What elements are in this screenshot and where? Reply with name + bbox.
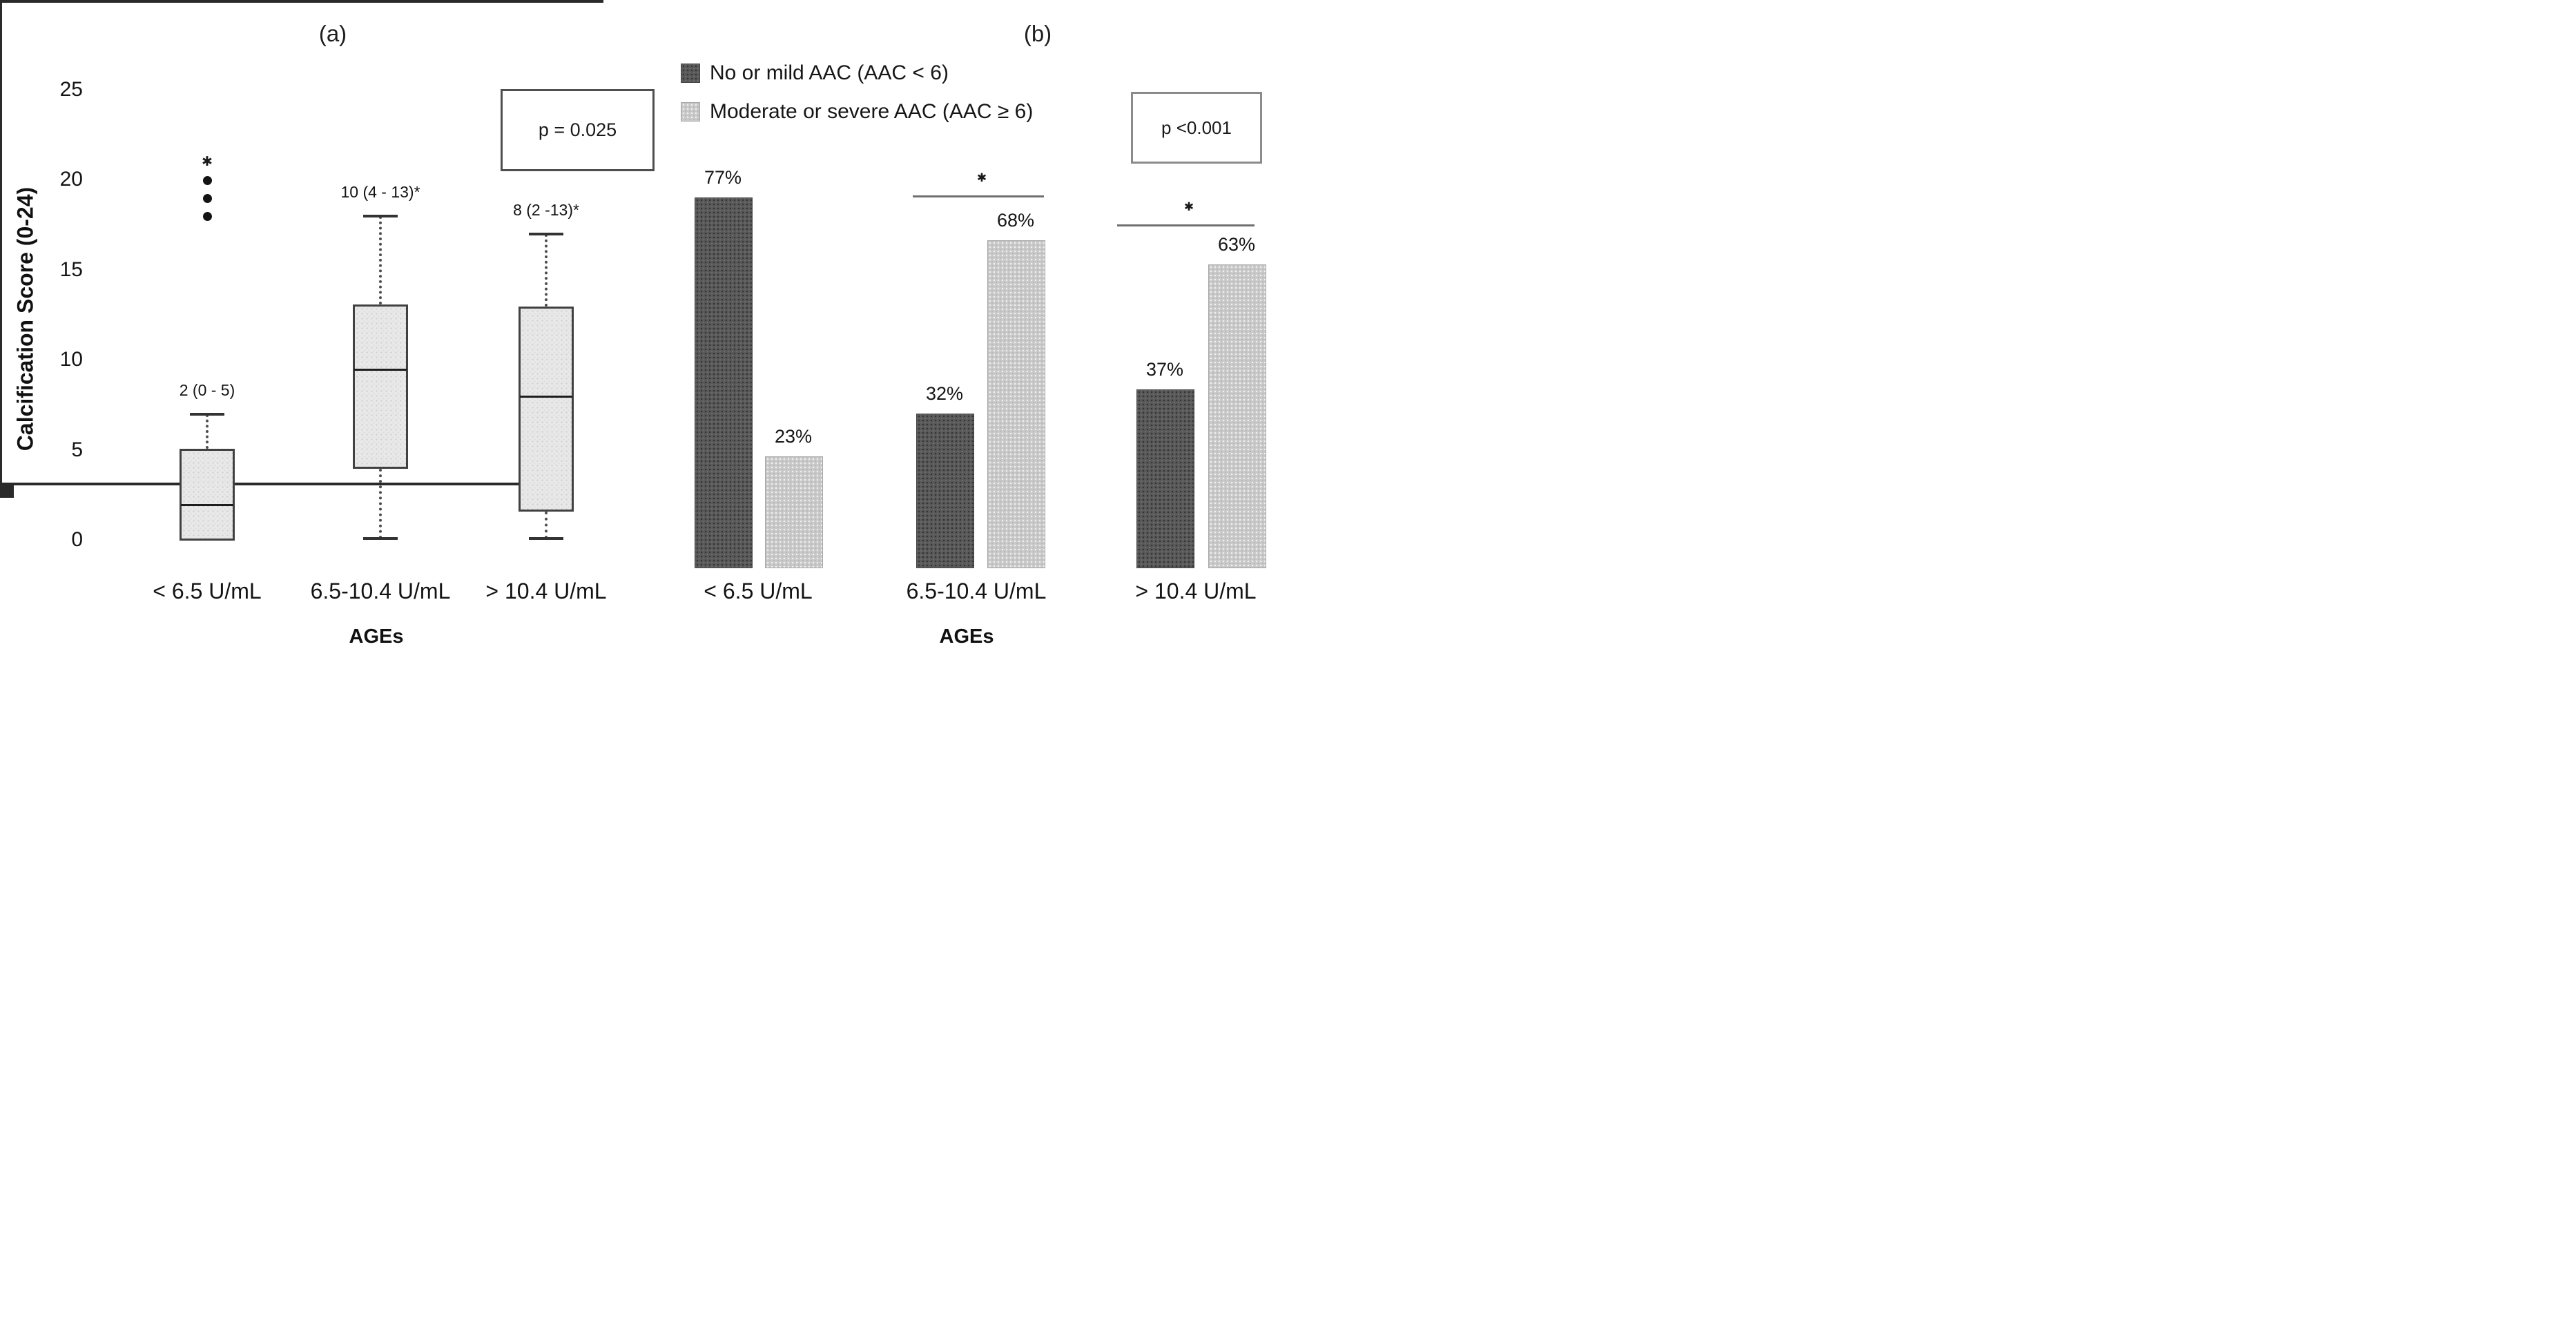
- panel-a-title: (a): [318, 21, 347, 46]
- bar-light: [765, 456, 823, 568]
- significance-line: [913, 195, 1044, 197]
- bar-value-label: 68%: [996, 210, 1035, 231]
- legend-label-moderate-or-severe: Moderate or severe AAC (AAC ≥ 6): [710, 100, 1034, 123]
- y-tick-label: 25: [59, 78, 83, 101]
- y-tick-label: 5: [71, 438, 83, 461]
- x-category-label-b: > 10.4 U/mL: [1135, 579, 1257, 603]
- iqr-box: [519, 307, 574, 512]
- significance-line: [1117, 224, 1255, 226]
- x-category-label-b: < 6.5 U/mL: [704, 579, 813, 603]
- x-axis-line-b: [0, 0, 603, 3]
- box-annotation: 8 (2 -13)*: [513, 201, 579, 219]
- y-tick-mark: [0, 494, 14, 496]
- barchart-panel-b: 77% 23% < 6.5 U/mL 32% 68% 6.5-10.4 U/mL ✱ 37% 6…: [0, 0, 1288, 664]
- p-value-a: p = 0.025: [538, 119, 617, 140]
- p-value-b: p <0.001: [1161, 117, 1232, 138]
- p-value-box-b: p <0.001: [1131, 92, 1262, 164]
- significance-star: ✱: [976, 171, 987, 184]
- bar-dark: [1136, 389, 1194, 568]
- y-tick-mark: [0, 496, 14, 498]
- bar-value-label: 77%: [704, 167, 742, 188]
- p-value-box-a: p = 0.025: [501, 89, 655, 171]
- y-tick-mark: [0, 485, 14, 487]
- upper-whisker-cap: [529, 233, 563, 235]
- figure-canvas: (a) (b) Calcification Score (0-24) p = 0…: [0, 0, 1288, 664]
- upper-whisker-cap: [363, 215, 398, 217]
- legend-swatch-light-icon: [681, 102, 700, 122]
- x-category-label-b: 6.5-10.4 U/mL: [906, 579, 1047, 603]
- box-annotation: 2 (0 - 5): [179, 381, 235, 399]
- lower-whisker-cap: [363, 537, 398, 540]
- upper-whisker-stem: [545, 234, 548, 307]
- x-category-label-a: > 10.4 U/mL: [485, 579, 607, 603]
- y-tick-mark: [0, 490, 14, 492]
- y-tick-label: 15: [59, 258, 83, 281]
- iqr-box: [353, 304, 408, 469]
- lower-whisker-stem: [545, 512, 548, 539]
- panel-b-title: (b): [1023, 21, 1052, 46]
- extreme-outlier-star-icon: ✱: [202, 155, 213, 169]
- y-axis-line: [0, 0, 2, 483]
- median-line: [181, 504, 233, 506]
- lower-whisker-stem: [379, 469, 382, 539]
- x-category-label-a: 6.5-10.4 U/mL: [310, 579, 451, 603]
- median-line: [354, 369, 407, 371]
- x-axis-title-b: AGEs: [939, 626, 994, 648]
- box-annotation: 10 (4 - 13)*: [340, 183, 420, 201]
- y-tick-mark: [0, 487, 14, 490]
- iqr-box: [180, 449, 235, 541]
- y-tick-label: 10: [59, 348, 83, 371]
- boxplot-panel-a: 25 20 15 10 5 0 ✱ 2 (0 - 5) < 6.5 U/mL 10 (4 - 13…: [0, 0, 1288, 664]
- bar-value-label: 23%: [774, 426, 813, 447]
- bar-value-label: 37%: [1145, 359, 1184, 380]
- bar-dark: [695, 197, 753, 568]
- upper-whisker-stem: [379, 216, 382, 304]
- x-category-label-a: < 6.5 U/mL: [153, 579, 262, 603]
- upper-whisker-stem: [206, 414, 209, 449]
- legend-swatch-dark-icon: [681, 64, 700, 83]
- bar-dark: [916, 414, 974, 568]
- x-axis-line-a: [0, 483, 570, 485]
- significance-star: ✱: [1183, 200, 1194, 213]
- y-tick-mark: [0, 492, 14, 494]
- upper-whisker-cap: [190, 413, 224, 416]
- legend: No or mild AAC (AAC < 6) Moderate or sev…: [681, 59, 1033, 137]
- outlier-dot: [203, 176, 212, 185]
- legend-label-no-or-mild: No or mild AAC (AAC < 6): [710, 61, 949, 84]
- y-tick-label: 20: [59, 168, 83, 191]
- x-axis-title-a: AGEs: [349, 626, 404, 648]
- outlier-dot: [203, 212, 212, 221]
- legend-item-moderate-or-severe: Moderate or severe AAC (AAC ≥ 6): [681, 98, 1033, 126]
- bar-value-label: 32%: [925, 383, 964, 404]
- bar-value-label: 63%: [1217, 234, 1256, 255]
- lower-whisker-cap: [529, 537, 563, 540]
- median-line: [520, 396, 572, 398]
- legend-item-no-or-mild: No or mild AAC (AAC < 6): [681, 59, 1033, 87]
- bar-light: [987, 240, 1045, 568]
- bar-light: [1208, 264, 1266, 568]
- y-tick-label: 0: [71, 528, 83, 551]
- outlier-dot: [203, 194, 212, 203]
